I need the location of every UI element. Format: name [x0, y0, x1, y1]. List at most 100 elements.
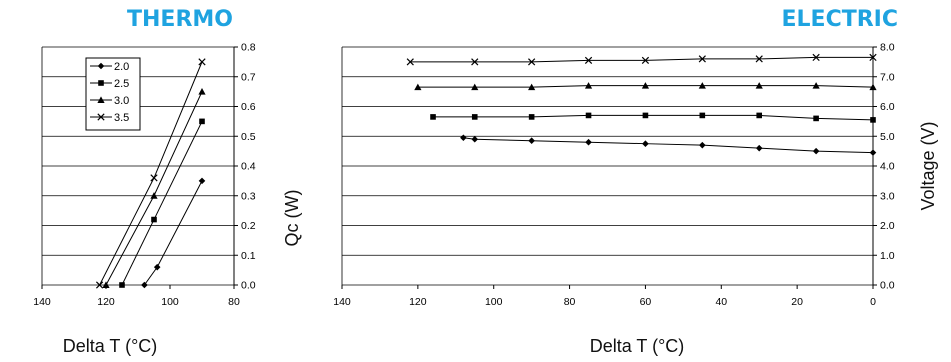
- legend-marker-3: [97, 113, 105, 121]
- thermo-y-tick-label-4: 0.4: [241, 161, 256, 173]
- electric-series: [406, 53, 877, 156]
- thermo-grid: [42, 46, 234, 286]
- electric-y-tick-label-7: 7.0: [880, 71, 895, 83]
- electric-series-2-point-7: [812, 82, 820, 89]
- thermo-series-3-point-1: [150, 174, 158, 182]
- thermo-legend-box: [85, 57, 141, 131]
- electric-x-tick-label-1: 120: [409, 296, 427, 308]
- electric-series-0-point-4: [642, 140, 649, 147]
- electric-series-3-point-7: [812, 53, 820, 62]
- electric-y-tick-label-0: 0.0: [880, 280, 895, 292]
- electric-x-tick-label-6: 20: [791, 296, 803, 308]
- electric-series-3-point-3-stroke-b: [584, 56, 593, 65]
- electric-series-2-point-8: [869, 83, 877, 91]
- electric-chart: ELECTRIC 140 120 100 80 60 40 20 0 0.0 1.0 2.0 3.0…: [333, 7, 938, 356]
- electric-series-1-point-2: [528, 114, 535, 120]
- electric-x-tick-label-7: 0: [870, 296, 876, 308]
- electric-y-tick-label-4: 4.0: [880, 161, 895, 173]
- thermo-series-2-point-2: [198, 88, 206, 95]
- legend-marker-1: [98, 80, 104, 86]
- electric-y-tick-label-2: 2.0: [880, 220, 895, 232]
- legend-marker-2: [97, 96, 105, 103]
- thermo-series-3-point-1-stroke-b: [150, 174, 158, 182]
- thermo-legend: 2.0 2.5 3.0 3.5: [85, 57, 141, 131]
- thermo-series-1-point-2: [199, 118, 205, 125]
- electric-series-3-point-7-stroke-b: [812, 53, 820, 62]
- electric-series-0-point-2: [528, 137, 535, 145]
- electric-series-2-point-2: [528, 83, 536, 91]
- thermo-series-0-point-1: [153, 263, 161, 271]
- electric-series-1-point-0: [430, 114, 436, 120]
- electric-series-3-point-1: [471, 58, 479, 66]
- thermo-y-tick-label-8: 0.8: [241, 42, 256, 54]
- electric-series-0-point-0: [460, 134, 467, 142]
- electric-x-ticks: 140 120 100 80 60 40 20 0: [333, 285, 876, 308]
- electric-series-3-point-6-stroke-b: [755, 55, 763, 63]
- thermo-series-3-point-0-stroke-b: [95, 281, 104, 289]
- electric-y-tick-label-6: 6.0: [880, 101, 895, 113]
- legend-label-0: 2.0: [114, 61, 129, 73]
- electric-series-3-point-6: [755, 55, 763, 63]
- electric-series-1-line: [433, 114, 874, 121]
- electric-x-tick-label-3: 80: [564, 296, 576, 308]
- electric-series-3-point-5: [698, 55, 706, 63]
- thermo-series-2-point-1: [150, 192, 158, 199]
- thermo-title: THERMO: [127, 7, 233, 32]
- electric-series-3-line: [410, 56, 873, 63]
- thermo-x-axis-label: Delta T (°C): [63, 336, 158, 356]
- electric-series-0-point-7: [812, 147, 820, 155]
- thermo-y-tick-label-0: 0.0: [241, 280, 256, 292]
- thermo-x-tick-label-1: 120: [97, 296, 115, 308]
- electric-y-axis-label: Voltage (V): [918, 121, 938, 210]
- thermo-x-tick-label-0: 140: [33, 296, 51, 308]
- thermo-y-tick-label-3: 0.3: [241, 190, 256, 202]
- electric-series-1-point-7: [813, 115, 819, 122]
- legend-label-2: 3.0: [114, 95, 129, 107]
- thermo-series-1-point-1: [151, 216, 157, 223]
- electric-series-3-point-4-stroke-b: [641, 56, 650, 65]
- thermo-y-ticks: 0.0 0.1 0.2 0.3 0.4 0.5 0.6 0.7 0.8: [234, 42, 256, 292]
- electric-series-1-point-5: [699, 112, 706, 119]
- electric-series-2-point-4: [641, 82, 650, 89]
- electric-series-0-point-3: [585, 138, 592, 146]
- electric-series-3-point-0-stroke-b: [406, 58, 414, 66]
- electric-series-2-point-0: [414, 83, 422, 91]
- electric-series-1-point-4: [642, 112, 649, 119]
- thermo-x-tick-label-2: 100: [161, 296, 179, 308]
- electric-grid: [342, 46, 873, 286]
- electric-x-tick-label-5: 40: [715, 296, 727, 308]
- electric-series-3-point-3: [584, 56, 593, 65]
- electric-series-3-point-8: [869, 53, 877, 62]
- electric-series-3-point-2: [528, 58, 536, 66]
- electric-series-3-point-4: [641, 56, 650, 65]
- electric-series-1-point-8: [870, 117, 876, 123]
- electric-series-0-line: [463, 137, 874, 154]
- electric-series-2-point-1: [471, 83, 479, 91]
- electric-series-1-point-6: [756, 112, 763, 119]
- electric-series-3-point-5-stroke-b: [698, 55, 706, 63]
- electric-series-2-point-6: [755, 82, 763, 89]
- electric-series-3-point-1-stroke-b: [471, 58, 479, 66]
- thermo-y-axis-label: Qc (W): [282, 190, 302, 247]
- electric-series-0-point-8: [869, 149, 877, 156]
- electric-series-1-point-1: [471, 114, 478, 120]
- thermo-x-tick-label-3: 80: [228, 296, 240, 308]
- electric-series-0-point-1: [471, 135, 479, 143]
- legend-marker-3-stroke-b: [97, 113, 105, 121]
- thermo-y-tick-label-7: 0.7: [241, 71, 256, 83]
- thermo-chart: THERMO 140 120 100 80 0.0 0.1 0.2 0.3 0.4 0.5 0.6…: [33, 7, 302, 356]
- thermo-y-tick-label-5: 0.5: [241, 131, 256, 143]
- legend-marker-0: [97, 62, 105, 70]
- electric-x-tick-label-2: 100: [485, 296, 503, 308]
- electric-title: ELECTRIC: [782, 7, 899, 32]
- thermo-series-3-point-2-stroke-b: [198, 58, 206, 66]
- thermo-series-1-point-0: [119, 282, 125, 288]
- electric-x-tick-label-0: 140: [333, 296, 351, 308]
- electric-y-tick-label-1: 1.0: [880, 250, 895, 262]
- thermo-x-ticks: 140 120 100 80: [33, 285, 240, 308]
- electric-x-tick-label-4: 60: [640, 296, 652, 308]
- thermo-y-tick-label-1: 0.1: [241, 250, 256, 262]
- thermo-series-3-point-2: [198, 58, 206, 66]
- thermo-series-0-point-0: [141, 281, 148, 289]
